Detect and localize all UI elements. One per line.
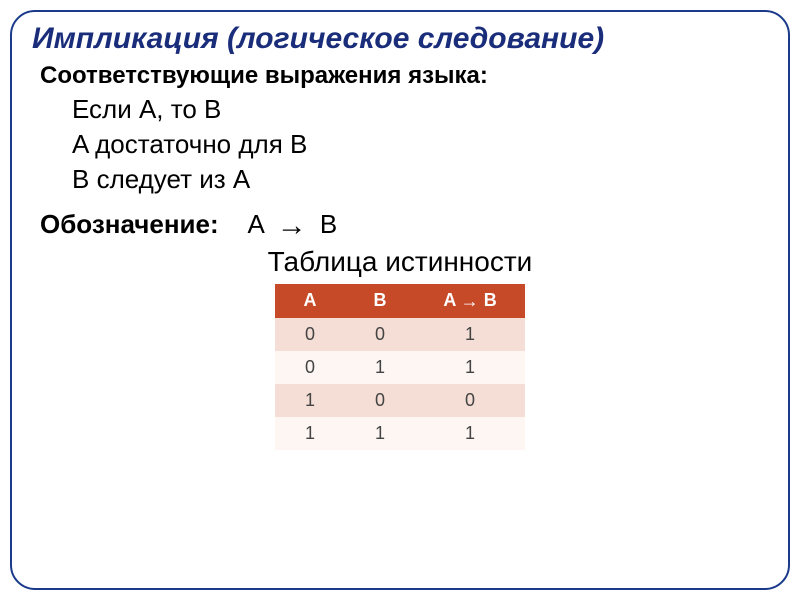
notation-line: Обозначение: A → B xyxy=(32,209,768,240)
cell-result: 0 xyxy=(415,384,525,417)
cell-a: 1 xyxy=(275,417,345,450)
col-header-a: A xyxy=(275,284,345,318)
table-row: 1 1 1 xyxy=(275,417,525,450)
cell-b: 1 xyxy=(345,351,415,384)
expression-1: Если A, то B xyxy=(32,94,768,125)
cell-b: 0 xyxy=(345,318,415,351)
cell-result: 1 xyxy=(415,318,525,351)
col-header-result-rhs: B xyxy=(484,290,497,310)
cell-a: 0 xyxy=(275,318,345,351)
arrow-icon: → xyxy=(461,291,484,311)
expression-3: B следует из A xyxy=(32,164,768,195)
cell-a: 0 xyxy=(275,351,345,384)
slide-frame: Импликация (логическое следование) Соотв… xyxy=(10,10,790,590)
slide-title: Импликация (логическое следование) xyxy=(32,22,768,56)
col-header-result: A → B xyxy=(415,284,525,318)
cell-result: 1 xyxy=(415,417,525,450)
table-row: 1 0 0 xyxy=(275,384,525,417)
notation-lhs: A xyxy=(248,209,264,239)
table-row: 0 1 1 xyxy=(275,351,525,384)
table-caption: Таблица истинности xyxy=(32,246,768,278)
cell-b: 0 xyxy=(345,384,415,417)
notation-rhs: B xyxy=(320,209,337,239)
col-header-b: B xyxy=(345,284,415,318)
table-row: 0 0 1 xyxy=(275,318,525,351)
cell-b: 1 xyxy=(345,417,415,450)
expression-2: A достаточно для B xyxy=(32,129,768,160)
cell-a: 1 xyxy=(275,384,345,417)
slide-subtitle: Соответствующие выражения языка: xyxy=(32,62,768,90)
col-header-result-lhs: A xyxy=(443,290,455,310)
table-header-row: A B A → B xyxy=(275,284,525,318)
truth-table: A B A → B 0 0 1 0 1 1 1 0 0 1 1 1 xyxy=(275,284,525,450)
cell-result: 1 xyxy=(415,351,525,384)
notation-label: Обозначение: xyxy=(40,209,219,239)
